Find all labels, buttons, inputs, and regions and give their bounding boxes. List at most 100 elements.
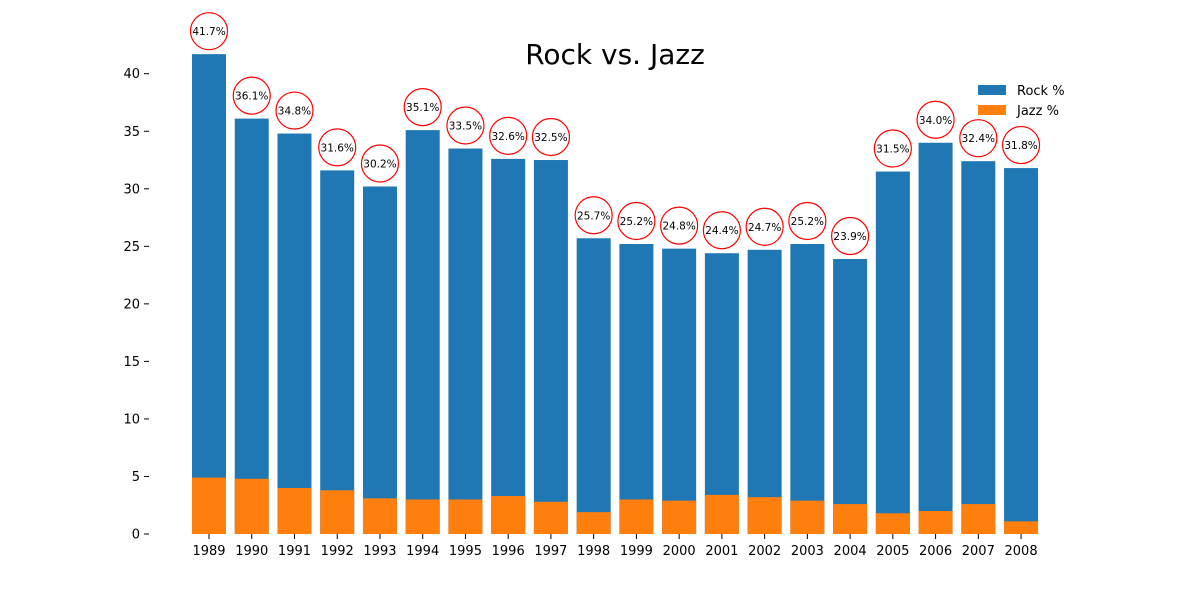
annotation-circle	[959, 119, 998, 158]
legend-label-rock: Rock %	[1017, 84, 1065, 99]
annotation-circle	[660, 206, 699, 245]
annotation-label: 34.8%	[278, 106, 311, 118]
legend-label-jazz: Jazz %	[1016, 104, 1059, 119]
rock-bar	[491, 158, 526, 534]
annotation-circle	[318, 128, 357, 167]
legend: Rock % Jazz %	[978, 84, 1065, 119]
jazz-bar	[747, 497, 782, 534]
x-tick-label: 2004	[834, 544, 867, 559]
x-tick-label: 2000	[663, 544, 696, 559]
annotation-label: 35.1%	[406, 102, 439, 114]
rock-bar	[961, 161, 996, 534]
jazz-bar	[918, 510, 953, 534]
annotation-label: 24.8%	[662, 221, 695, 233]
x-tick-label: 1989	[192, 544, 225, 559]
jazz-bar	[833, 504, 868, 534]
jazz-bar	[790, 500, 825, 534]
annotation-label: 31.6%	[321, 142, 354, 154]
annotation-circle	[574, 196, 613, 235]
y-tick-label: 20	[123, 297, 140, 312]
x-tick-label: 1992	[321, 544, 354, 559]
x-tick-label: 1996	[492, 544, 525, 559]
annotation-circle	[788, 201, 827, 241]
jazz-bar	[533, 501, 568, 534]
x-tick-label: 2007	[962, 544, 995, 559]
rock-bar	[833, 258, 868, 534]
x-axis: 1989 1990 1991 1992 1993 1994 1995 1996 1997 1998…	[192, 534, 1038, 559]
chart-title: Rock vs. Jazz	[525, 38, 705, 71]
jazz-bar	[320, 490, 355, 534]
x-tick-label: 2001	[705, 544, 738, 559]
annotation-circle	[275, 91, 314, 130]
rock-bar	[576, 238, 611, 534]
annotation-circle	[617, 201, 656, 241]
annotation-label: 41.7%	[192, 26, 225, 38]
jazz-bar	[405, 499, 440, 534]
x-tick-label: 1991	[278, 544, 311, 559]
annotation-label: 32.5%	[534, 132, 567, 144]
jazz-bar	[875, 513, 910, 534]
rock-bar	[619, 244, 654, 534]
x-tick-label: 1999	[620, 544, 653, 559]
rock-bar	[790, 244, 825, 534]
rock-bars	[192, 54, 1039, 535]
annotation-circle	[360, 144, 400, 183]
y-axis: 0 5 10 15 20 25 30 35 40	[123, 67, 149, 543]
annotation-circle	[232, 76, 271, 115]
annotation-circle	[1001, 125, 1041, 165]
jazz-bar	[961, 504, 996, 534]
jazz-bar	[704, 494, 739, 534]
legend-swatch-rock	[978, 85, 1006, 95]
rock-bar	[704, 253, 739, 534]
annotation-circle	[916, 100, 955, 139]
y-tick-label: 30	[123, 182, 140, 197]
y-tick-label: 15	[123, 355, 140, 370]
x-tick-label: 2002	[748, 544, 781, 559]
annotation-label: 36.1%	[235, 91, 268, 103]
jazz-bar	[1004, 521, 1039, 534]
rock-bar	[320, 170, 355, 535]
annotation-circle	[446, 106, 485, 145]
annotation-label: 30.2%	[363, 158, 396, 170]
legend-swatch-jazz	[978, 105, 1006, 115]
value-annotations: 41.7% 36.1% 34.8% 31.6% 30.2% 35.1% 33.5% 32.6%…	[189, 12, 1041, 256]
x-tick-label: 1990	[235, 544, 268, 559]
rock-bar	[192, 54, 226, 535]
annotation-label: 33.5%	[449, 121, 482, 133]
annotation-label: 24.4%	[705, 225, 738, 237]
rock-bar	[277, 133, 312, 534]
jazz-bar	[234, 478, 269, 534]
annotation-circle	[745, 207, 784, 246]
jazz-bars	[192, 477, 1039, 534]
annotation-label: 32.4%	[962, 133, 995, 145]
rock-bar	[362, 186, 397, 534]
annotation-circle	[531, 117, 571, 157]
annotation-circle	[830, 216, 870, 256]
annotation-label: 25.2%	[791, 216, 824, 228]
x-tick-label: 1995	[449, 544, 482, 559]
rock-bar	[533, 160, 568, 534]
annotation-label: 24.7%	[748, 222, 781, 234]
annotation-label: 32.6%	[492, 131, 525, 143]
jazz-bar	[662, 500, 697, 534]
y-tick-label: 40	[123, 67, 140, 82]
jazz-bar	[619, 499, 654, 534]
x-tick-label: 1993	[363, 544, 396, 559]
annotation-circle	[702, 211, 741, 250]
annotation-circle	[189, 12, 229, 51]
annotation-label: 25.2%	[620, 216, 653, 228]
rock-bar	[875, 171, 910, 534]
jazz-bar	[277, 487, 312, 534]
rock-bar	[662, 248, 697, 535]
annotation-label: 34.0%	[919, 115, 952, 127]
y-tick-label: 25	[123, 240, 140, 255]
jazz-bar	[362, 498, 397, 534]
annotation-label: 25.7%	[577, 210, 610, 222]
rock-bar	[918, 142, 953, 534]
x-tick-label: 2008	[1005, 544, 1038, 559]
rock-bar	[747, 249, 782, 534]
annotation-label: 23.9%	[833, 231, 866, 243]
rock-bar	[405, 130, 440, 534]
